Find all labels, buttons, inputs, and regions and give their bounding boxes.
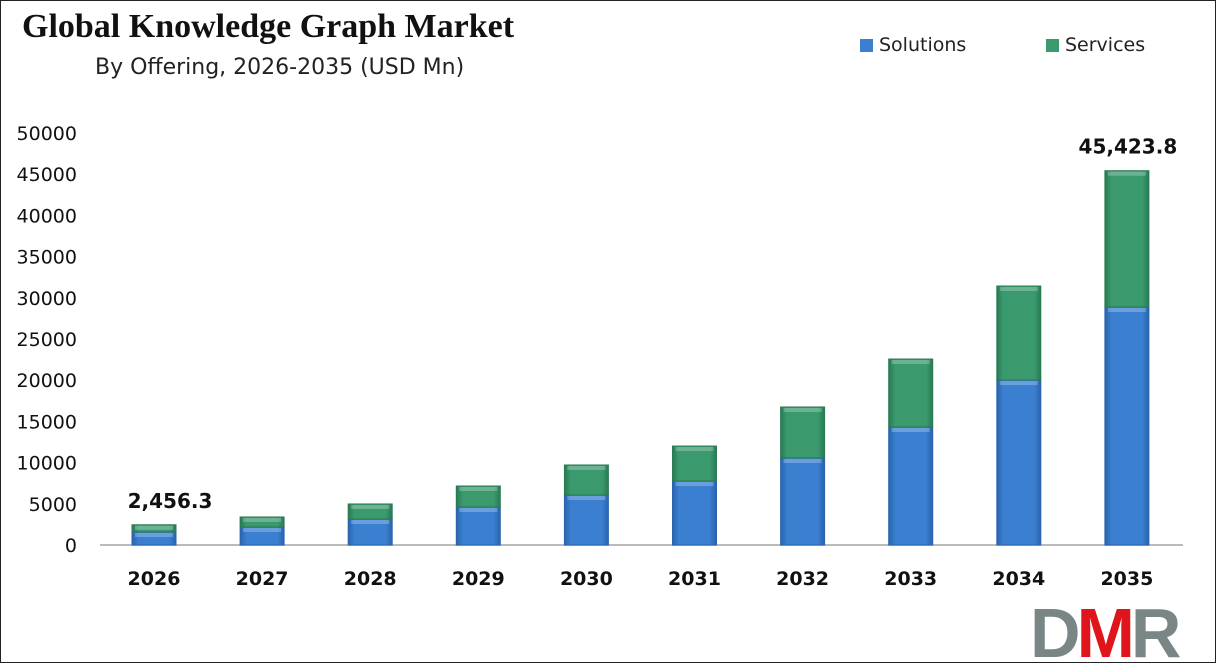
bar-solutions-2028 <box>347 518 393 546</box>
bar-bevel <box>999 381 1038 386</box>
bar-solutions-2029 <box>455 506 501 546</box>
bar-services-2031 <box>672 445 717 482</box>
y-tick-label: 35000 <box>17 247 77 269</box>
bar-bevel <box>675 481 714 486</box>
bar-bevel <box>351 520 390 525</box>
bar-bevel <box>1107 171 1146 176</box>
bar-services-2032 <box>780 406 826 459</box>
bar-services-2026 <box>131 524 177 533</box>
bar-bevel <box>567 465 606 470</box>
bar-bevel <box>783 407 822 412</box>
bar-bevel <box>459 487 498 492</box>
bar-bevel <box>675 447 714 452</box>
y-tick-label: 5000 <box>29 494 77 516</box>
x-tick-label: 2030 <box>560 568 613 590</box>
bar-solutions-2032 <box>780 457 826 546</box>
bar-bevel <box>567 495 606 500</box>
legend-swatch-services <box>1046 38 1059 52</box>
x-tick-label: 2034 <box>992 568 1045 590</box>
y-tick-label: 45000 <box>17 164 77 186</box>
y-tick-label: 0 <box>65 535 77 557</box>
legend-item-services: Services <box>1046 34 1145 56</box>
bar-services-2028 <box>347 503 393 520</box>
bar-bevel <box>891 428 930 433</box>
data-label-2026: 2,456.3 <box>128 489 213 513</box>
bar-bevel <box>243 517 282 522</box>
bar-bevel <box>135 532 173 537</box>
legend-label-services: Services <box>1065 34 1146 56</box>
x-tick-label: 2031 <box>668 568 721 590</box>
y-tick-label: 15000 <box>17 411 77 433</box>
data-label-2035: 45,423.8 <box>1079 135 1178 159</box>
bar-bevel <box>999 287 1038 292</box>
y-tick-label: 40000 <box>17 205 77 227</box>
chart-title: Global Knowledge Graph Market <box>22 8 515 45</box>
legend-swatch-solutions <box>860 38 873 52</box>
bar-solutions-2030 <box>563 494 609 546</box>
y-tick-label: 20000 <box>17 370 77 392</box>
x-tick-label: 2026 <box>128 568 181 590</box>
bar-bevel <box>351 504 390 509</box>
bar-solutions-2031 <box>672 480 717 546</box>
bar-bevel <box>783 458 822 463</box>
dmr-logo: DMR <box>1030 594 1181 672</box>
bar-bevel <box>243 528 282 533</box>
bar-bevel <box>891 360 930 365</box>
bar-bevel <box>1107 308 1146 313</box>
legend-label-solutions: Solutions <box>879 34 967 56</box>
bar-bevel <box>459 508 498 513</box>
y-tick-label: 50000 <box>17 123 77 145</box>
bar-solutions-2034 <box>996 379 1042 546</box>
x-tick-label: 2029 <box>452 568 505 590</box>
bar-solutions-2035 <box>1104 306 1150 546</box>
x-tick-label: 2033 <box>884 568 937 590</box>
legend-item-solutions: Solutions <box>860 34 966 56</box>
bar-services-2035 <box>1104 170 1150 308</box>
chart-subtitle: By Offering, 2026-2035 (USD Mn) <box>95 55 465 80</box>
bar-services-2033 <box>888 358 934 428</box>
bar-services-2034 <box>996 285 1042 381</box>
x-tick-label: 2032 <box>776 568 829 590</box>
x-tick-label: 2035 <box>1100 568 1153 590</box>
y-tick-label: 25000 <box>17 329 77 351</box>
x-tick-label: 2027 <box>236 568 289 590</box>
bar-bevel <box>135 525 173 530</box>
y-tick-label: 30000 <box>17 288 77 310</box>
bar-services-2027 <box>239 516 285 528</box>
bar-solutions-2033 <box>888 426 934 546</box>
bar-services-2030 <box>563 464 609 496</box>
y-tick-label: 10000 <box>17 453 77 475</box>
bar-services-2029 <box>455 485 501 508</box>
x-tick-label: 2028 <box>344 568 397 590</box>
